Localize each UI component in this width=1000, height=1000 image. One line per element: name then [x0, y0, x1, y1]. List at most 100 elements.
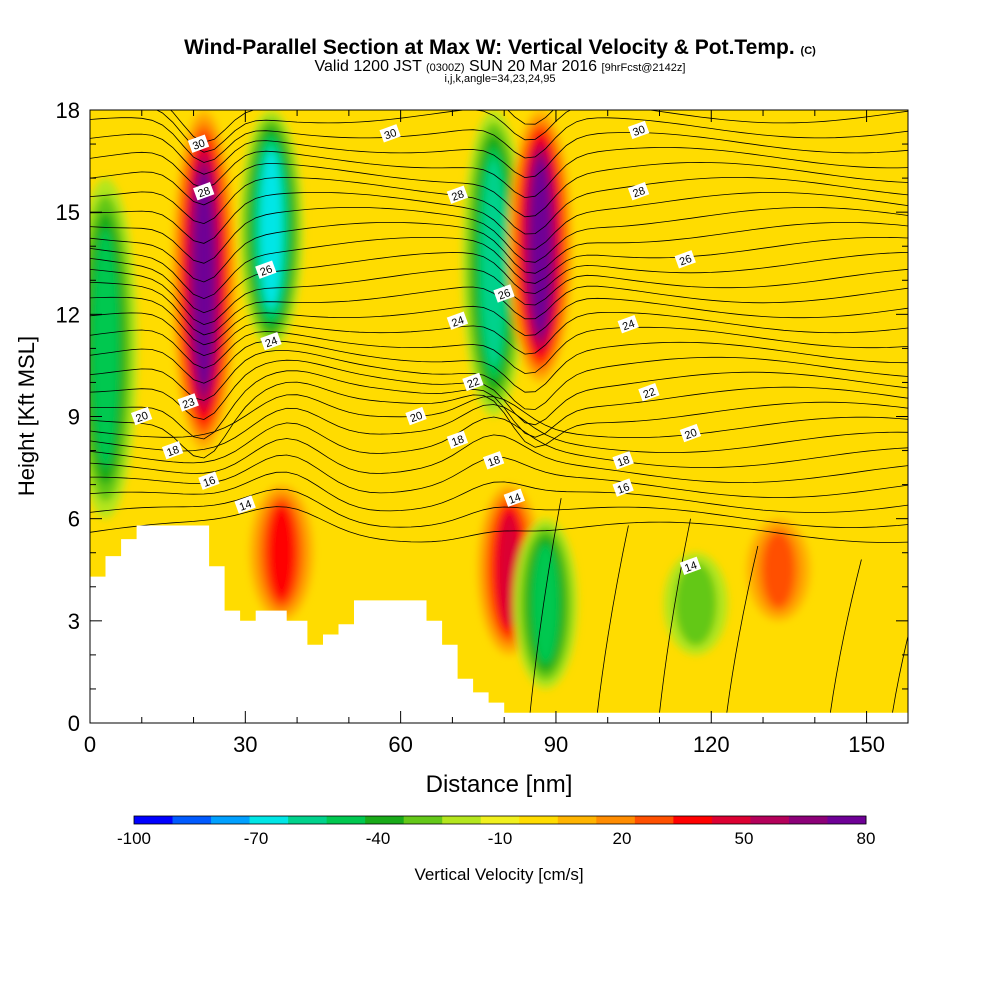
- contour-label-text: 20: [134, 410, 150, 425]
- velocity-feature-updraft: [746, 518, 811, 621]
- subtitle-valid: Valid 1200 JST: [314, 58, 422, 75]
- x-axis-label: Distance [nm]: [426, 771, 573, 798]
- contour-label-bg: [260, 331, 282, 351]
- y-tick-label: 6: [68, 507, 80, 532]
- colorbar-tick-label: 80: [857, 829, 876, 848]
- contour-label-text: 30: [191, 137, 207, 152]
- theta-contour-line: [90, 296, 908, 346]
- colorbar-label: Vertical Velocity [cm/s]: [414, 865, 583, 884]
- theta-contour-line: [90, 237, 908, 300]
- contour-label-20: 20: [130, 406, 153, 426]
- contour-label-30: 30: [187, 134, 210, 153]
- contour-label-bg: [493, 284, 515, 303]
- theta-contour-line: [659, 518, 691, 713]
- x-tick-label: 0: [84, 732, 96, 757]
- colorbar-swatch: [557, 816, 597, 824]
- contour-label-text: 22: [642, 386, 658, 401]
- theta-contour-line: [90, 506, 908, 543]
- chart-grid-indices: i,j,k,angle=34,23,24,95: [444, 73, 556, 85]
- theta-contour-line: [90, 161, 908, 218]
- theta-contour-line: [90, 381, 908, 459]
- contour-label-bg: [446, 185, 469, 204]
- contour-label-text: 28: [196, 185, 212, 200]
- velocity-feature-downdraft: [90, 178, 138, 519]
- theta-contour-line: [90, 471, 908, 513]
- y-tick-label: 12: [56, 302, 80, 327]
- x-tick-label: 90: [544, 732, 568, 757]
- theta-contour-line: [90, 268, 908, 326]
- title-block: Wind-Parallel Section at Max W: Vertical…: [0, 36, 1000, 85]
- x-tick-label: 120: [693, 732, 730, 757]
- theta-contour-line: [90, 147, 908, 199]
- contour-label-28: 28: [627, 182, 650, 201]
- theta-contour-line: [90, 394, 908, 438]
- colorbar-swatch: [480, 816, 520, 824]
- velocity-band: [532, 544, 559, 664]
- y-tick-label: 9: [68, 405, 80, 430]
- colorbar-swatch: [134, 816, 174, 824]
- contour-label-26: 26: [255, 260, 277, 279]
- theta-contour-line: [90, 312, 908, 357]
- chart-title-mark: (C): [800, 45, 816, 57]
- contour-label-18: 18: [446, 430, 469, 450]
- colorbar-swatch: [519, 816, 559, 824]
- contour-label-text: 20: [683, 427, 699, 442]
- contour-label-bg: [482, 451, 505, 470]
- colorbar-swatch: [365, 816, 405, 824]
- contour-label-28: 28: [193, 182, 215, 201]
- theta-contour-line: [90, 326, 908, 374]
- colorbar-swatch: [172, 816, 212, 824]
- colorbar-swatch: [634, 816, 674, 824]
- theta-contour-line: [90, 191, 908, 250]
- theta-contour-line: [90, 350, 908, 410]
- theta-contour-line: [90, 132, 908, 179]
- contour-label-text: 23: [181, 396, 197, 411]
- contour-label-text: 18: [616, 454, 632, 469]
- contour-label-28: 28: [446, 185, 469, 204]
- theta-contour-line: [90, 404, 908, 454]
- chart-title-text: Wind-Parallel Section at Max W: Vertical…: [184, 36, 795, 59]
- velocity-band: [92, 229, 119, 468]
- contour-label-18: 18: [482, 451, 505, 470]
- velocity-band: [762, 531, 795, 608]
- contour-label-14: 14: [234, 495, 256, 514]
- contour-label-text: 16: [616, 481, 632, 496]
- contour-label-text: 26: [259, 263, 275, 278]
- velocity-band: [674, 561, 717, 646]
- contour-label-bg: [612, 478, 634, 497]
- contour-label-bg: [617, 314, 639, 334]
- contour-label-bg: [446, 311, 469, 330]
- colorbar-swatch: [326, 816, 366, 824]
- contour-label-bg: [638, 383, 660, 402]
- contour-label-bg: [379, 124, 401, 143]
- theta-contour-line: [90, 252, 908, 314]
- theta-contour-line: [90, 221, 908, 283]
- colorbar-swatch: [711, 816, 751, 824]
- plot-area: 14 14 14 16 16 18 18 18 18 20 20 20 22 22 23 24 24 24 26 26…: [90, 110, 908, 723]
- contour-label-bg: [405, 406, 427, 426]
- chart-title: Wind-Parallel Section at Max W: Vertical…: [0, 36, 1000, 60]
- velocity-feature-updraft: [508, 110, 573, 383]
- chart-subtitle: Valid 1200 JST (0300Z) SUN 20 Mar 2016 […: [0, 58, 1000, 76]
- contour-label-text: 16: [202, 474, 218, 489]
- contour-label-text: 28: [631, 185, 647, 200]
- colorbar-tick-label: -40: [366, 829, 391, 848]
- contour-label-text: 30: [383, 127, 399, 142]
- contour-label-bg: [679, 556, 702, 576]
- contour-label-20: 20: [679, 423, 702, 443]
- velocity-feature-downdraft: [513, 518, 578, 689]
- theta-contour-line: [90, 117, 908, 163]
- colorbar-swatch: [788, 816, 828, 824]
- velocity-feature-updraft: [249, 484, 314, 621]
- colorbar-swatch: [596, 816, 636, 824]
- contour-label-24: 24: [260, 331, 282, 351]
- contour-label-16: 16: [612, 478, 634, 497]
- contour-label-14: 14: [503, 488, 526, 507]
- y-tick-label: 0: [68, 711, 80, 736]
- colorbar-tick-label: -70: [244, 829, 269, 848]
- colorbar-tick-label: -10: [488, 829, 513, 848]
- contour-label-16: 16: [198, 471, 220, 490]
- theta-contour-line: [90, 177, 908, 235]
- theta-contour-line: [169, 110, 554, 143]
